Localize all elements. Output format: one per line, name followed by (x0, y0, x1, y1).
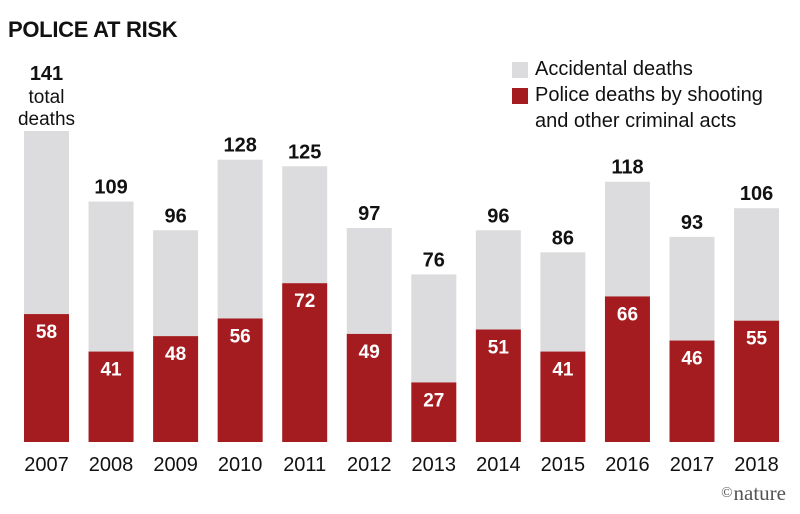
x-tick-label-2017: 2017 (670, 454, 715, 476)
bar-accidental-2015 (540, 252, 586, 352)
value-label-criminal-2013: 27 (423, 390, 444, 411)
total-label-2013: 76 (423, 249, 445, 271)
total-label-2011: 125 (288, 141, 321, 163)
bar-accidental-2014 (475, 230, 521, 330)
value-label-criminal-2010: 56 (230, 326, 251, 347)
x-tick-label-2009: 2009 (153, 454, 198, 476)
value-label-criminal-2018: 55 (746, 329, 768, 350)
x-tick-label-2015: 2015 (541, 454, 586, 476)
x-tick-label-2011: 2011 (283, 454, 326, 476)
total-label-2008: 109 (94, 177, 127, 199)
value-label-criminal-2017: 46 (681, 349, 702, 370)
total-caption-line2: deaths (18, 109, 75, 130)
bar-accidental-2016 (604, 181, 650, 297)
x-tick-label-2012: 2012 (347, 454, 392, 476)
bar-accidental-2012 (346, 228, 392, 334)
x-tick-label-2018: 2018 (734, 454, 779, 476)
value-label-criminal-2014: 51 (488, 338, 510, 359)
credit-text: nature (733, 481, 786, 505)
x-tick-label-2014: 2014 (476, 454, 521, 476)
legend-label-criminal-line1: Police deaths by shooting (535, 84, 763, 106)
value-label-criminal-2007: 58 (36, 322, 57, 343)
total-label-2009: 96 (164, 205, 186, 227)
bar-accidental-2013 (411, 274, 457, 383)
total-caption-line1: total (29, 87, 65, 108)
bar-accidental-2018 (734, 208, 780, 321)
bar-criminal-2007 (24, 314, 69, 442)
bar-criminal-2010 (217, 318, 263, 442)
x-tick-label-2010: 2010 (218, 454, 263, 476)
bar-accidental-2011 (282, 166, 328, 284)
total-label-2010: 128 (223, 135, 256, 157)
total-label-2016: 118 (611, 157, 643, 179)
chart-title: POLICE AT RISK (8, 17, 178, 42)
x-tick-label-2008: 2008 (89, 454, 134, 476)
bar-accidental-2017 (669, 236, 715, 341)
bar-criminal-2016 (604, 296, 650, 442)
total-label-2017: 93 (681, 212, 703, 234)
bar-criminal-2011 (282, 283, 328, 442)
value-label-criminal-2009: 48 (165, 344, 186, 365)
total-label-2015: 86 (552, 227, 574, 249)
bar-criminal-2014 (475, 329, 521, 442)
legend-label-criminal-line2: and other criminal acts (535, 110, 737, 132)
x-tick-label-2016: 2016 (605, 454, 650, 476)
bar-accidental-2007 (24, 131, 69, 315)
bar-criminal-2008 (88, 351, 134, 442)
bar-criminal-2012 (346, 333, 392, 442)
legend-swatch-criminal (512, 88, 528, 104)
value-label-criminal-2016: 66 (617, 304, 638, 325)
bar-accidental-2008 (88, 201, 134, 352)
x-tick-label-2013: 2013 (412, 454, 457, 476)
value-label-criminal-2015: 41 (552, 360, 574, 381)
legend-swatch-accidental (512, 62, 528, 78)
bar-criminal-2017 (669, 340, 715, 442)
bar-criminal-2013 (411, 382, 457, 442)
total-label-2007: 141 (30, 63, 63, 85)
credit: ©nature (721, 481, 786, 506)
value-label-criminal-2012: 49 (359, 342, 380, 363)
bar-criminal-2009 (153, 336, 199, 442)
bar-criminal-2015 (540, 351, 586, 442)
bar-criminal-2018 (734, 320, 780, 442)
bar-accidental-2009 (153, 230, 199, 337)
x-tick-label-2007: 2007 (24, 454, 69, 476)
value-label-criminal-2008: 41 (100, 360, 122, 381)
total-label-2014: 96 (487, 205, 509, 227)
value-label-criminal-2011: 72 (294, 291, 315, 312)
total-label-2018: 106 (740, 183, 773, 205)
copyright-symbol: © (721, 485, 733, 501)
legend-label-accidental: Accidental deaths (535, 58, 693, 80)
total-label-2012: 97 (358, 203, 380, 225)
bar-accidental-2010 (217, 159, 263, 319)
